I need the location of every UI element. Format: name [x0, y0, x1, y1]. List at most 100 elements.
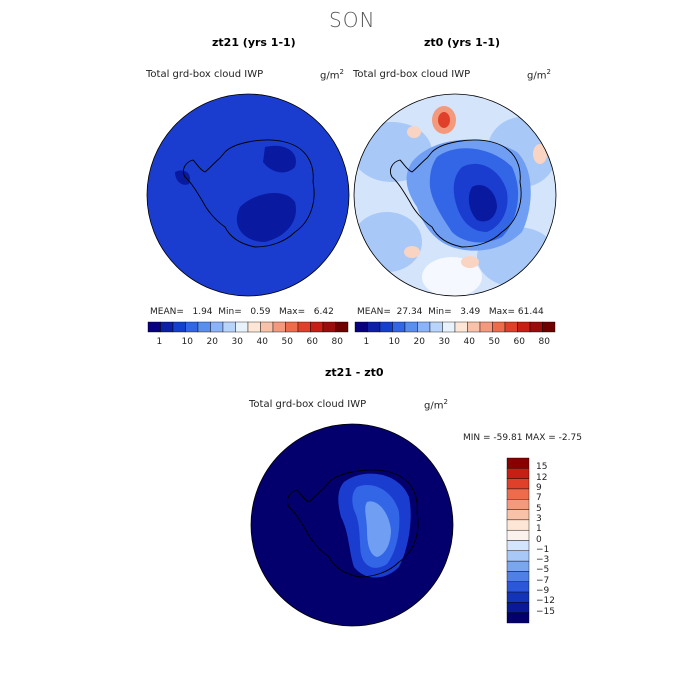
colorbar-swatch: [442, 321, 456, 333]
colorbar-swatch: [506, 581, 530, 593]
colorbar-swatch: [506, 478, 530, 490]
colorbar-tick-label: 1: [363, 337, 370, 347]
panel2-units: g/m2: [527, 68, 551, 82]
colorbar-swatch: [506, 468, 530, 479]
colorbar-tick-label: 1: [536, 524, 542, 535]
colorbar-swatch: [506, 560, 530, 572]
colorbar-swatch: [247, 321, 261, 333]
colorbar-swatch: [506, 591, 530, 603]
panel1-colorbar-labels: 1 10 20 30 40 50 60 80: [148, 337, 348, 349]
colorbar-swatch: [506, 612, 530, 624]
colorbar-swatch: [260, 321, 274, 333]
colorbar-tick-label: 10: [388, 337, 400, 347]
panel3-colorbar: [506, 457, 530, 624]
panel1-colorbar: [147, 321, 349, 333]
colorbar-swatch: [235, 321, 249, 333]
panel3-title: zt21 - zt0: [325, 366, 384, 379]
panel2-title: zt0 (yrs 1-1): [424, 36, 501, 49]
panel2-polar-map: [353, 93, 557, 297]
colorbar-swatch: [160, 321, 174, 333]
colorbar-swatch: [506, 519, 530, 531]
colorbar-swatch: [335, 321, 349, 333]
colorbar-tick-label: 15: [536, 462, 548, 473]
figure-title: SON: [329, 8, 376, 32]
colorbar-tick-label: 80: [538, 337, 550, 347]
colorbar-swatch: [297, 321, 311, 333]
colorbar-tick-label: 3: [536, 513, 542, 524]
panel2-colorbar-labels: 1 10 20 30 40 50 60 80: [355, 337, 555, 349]
colorbar-swatch: [185, 321, 199, 333]
colorbar-swatch: [506, 529, 530, 541]
colorbar-tick-label: 5: [536, 503, 542, 514]
panel2-variable: Total grd-box cloud IWP: [353, 69, 471, 80]
panel1-variable: Total grd-box cloud IWP: [146, 69, 264, 80]
colorbar-swatch: [542, 321, 556, 333]
colorbar-tick-label: 30: [231, 337, 243, 347]
colorbar-swatch: [506, 550, 530, 562]
colorbar-swatch: [506, 540, 530, 552]
colorbar-tick-label: 50: [488, 337, 500, 347]
colorbar-tick-label: −9: [536, 586, 550, 597]
colorbar-swatch: [479, 321, 493, 333]
colorbar-swatch: [417, 321, 431, 333]
colorbar-swatch: [517, 321, 531, 333]
colorbar-tick-label: 60: [306, 337, 318, 347]
panel1-units: g/m2: [320, 68, 344, 82]
colorbar-swatch: [210, 321, 224, 333]
colorbar-swatch: [354, 321, 368, 333]
colorbar-swatch: [172, 321, 186, 333]
colorbar-tick-label: 40: [256, 337, 268, 347]
colorbar-swatch: [367, 321, 381, 333]
colorbar-swatch: [197, 321, 211, 333]
panel3-units: g/m2: [424, 398, 448, 412]
colorbar-tick-label: 50: [281, 337, 293, 347]
colorbar-swatch: [285, 321, 299, 333]
colorbar-tick-label: 0: [536, 534, 542, 545]
colorbar-swatch: [404, 321, 418, 333]
colorbar-tick-label: −12: [536, 596, 555, 607]
colorbar-tick-label: 60: [513, 337, 525, 347]
colorbar-tick-label: −15: [536, 606, 555, 617]
colorbar-tick-label: −5: [536, 565, 550, 576]
colorbar-tick-label: 7: [536, 493, 542, 504]
colorbar-tick-label: 12: [536, 472, 548, 483]
colorbar-tick-label: 20: [413, 337, 425, 347]
panel3-variable: Total grd-box cloud IWP: [249, 399, 367, 410]
panel3-colorbar-labels: 15 12 9 7 5 3 1 0 −1 −3 −5 −7 −9 −12 −15: [536, 458, 576, 623]
panel2-colorbar: [354, 321, 556, 333]
colorbar-tick-label: −7: [536, 575, 550, 586]
colorbar-tick-label: −1: [536, 544, 550, 555]
colorbar-swatch: [467, 321, 481, 333]
colorbar-swatch: [222, 321, 236, 333]
colorbar-swatch: [506, 488, 530, 500]
colorbar-swatch: [322, 321, 336, 333]
colorbar-swatch: [310, 321, 324, 333]
colorbar-swatch: [506, 571, 530, 582]
panel3-minmax: MIN = -59.81 MAX = -2.75: [463, 433, 582, 443]
colorbar-swatch: [392, 321, 406, 333]
colorbar-swatch: [506, 499, 530, 510]
colorbar-tick-label: −3: [536, 555, 550, 566]
panel1-polar-map: [146, 93, 350, 297]
colorbar-swatch: [506, 602, 530, 613]
colorbar-swatch: [147, 321, 161, 333]
colorbar-swatch: [272, 321, 286, 333]
colorbar-swatch: [529, 321, 543, 333]
colorbar-tick-label: 10: [181, 337, 193, 347]
colorbar-tick-label: 20: [206, 337, 218, 347]
panel2-stats: MEAN= 27.34 Min= 3.49 Max= 61.44: [357, 307, 544, 317]
panel1-title: zt21 (yrs 1-1): [212, 36, 296, 49]
panel1-stats: MEAN= 1.94 Min= 0.59 Max= 6.42: [150, 307, 334, 317]
colorbar-swatch: [379, 321, 393, 333]
colorbar-swatch: [492, 321, 506, 333]
colorbar-tick-label: 30: [438, 337, 450, 347]
colorbar-tick-label: 9: [536, 482, 542, 493]
colorbar-tick-label: 1: [156, 337, 163, 347]
colorbar-swatch: [506, 457, 530, 469]
colorbar-swatch: [506, 509, 530, 521]
colorbar-swatch: [429, 321, 443, 333]
colorbar-swatch: [504, 321, 518, 333]
colorbar-swatch: [454, 321, 468, 333]
colorbar-tick-label: 80: [331, 337, 343, 347]
panel3-polar-map: [250, 423, 454, 627]
